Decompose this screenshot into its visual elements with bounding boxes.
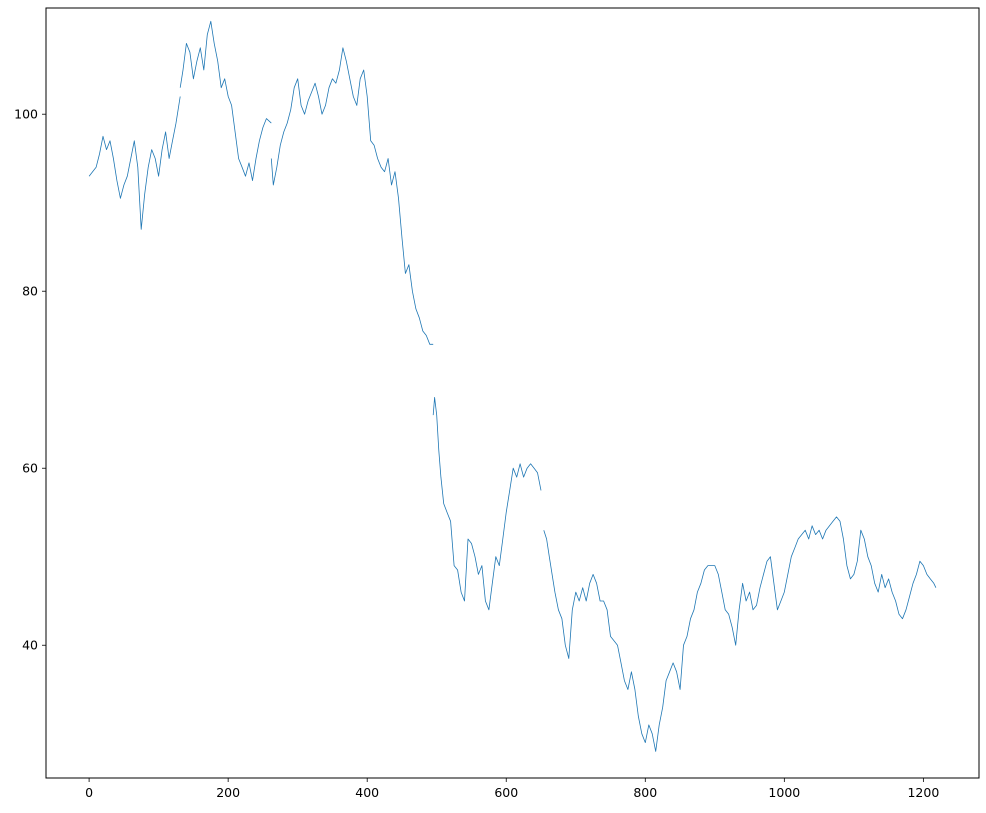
series-layer [88,20,937,752]
plot-frame [45,7,980,779]
series-line-segment-4 [432,396,542,611]
x-tick-label: 800 [633,785,657,800]
x-axis: 0 200 400 600 800 1000 1200 [85,778,939,800]
x-tick-label: 1200 [907,785,939,800]
series-line-segment-2 [179,20,272,182]
y-tick-label: 40 [22,638,38,653]
x-tick-label: 600 [494,785,518,800]
x-tick-label: 200 [216,785,240,800]
x-tick-label: 1000 [768,785,800,800]
y-tick-label: 100 [14,107,38,122]
y-axis: 40 60 80 100 [14,107,46,653]
y-tick-label: 60 [22,461,38,476]
series-line-segment-5 [543,516,937,752]
series-line-segment-1 [88,96,181,230]
x-tick-label: 0 [85,785,93,800]
x-tick-label: 400 [355,785,379,800]
y-tick-label: 80 [22,284,38,299]
series-line-segment-3 [270,47,434,345]
